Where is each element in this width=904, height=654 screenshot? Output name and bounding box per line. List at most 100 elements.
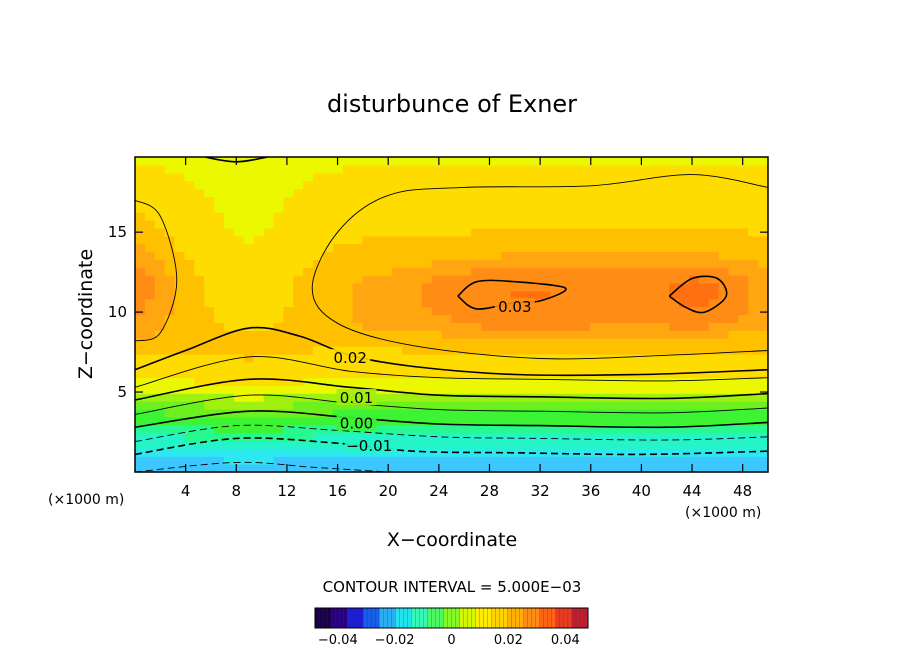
colorbar-stripe bbox=[467, 607, 472, 629]
field-cell bbox=[303, 212, 314, 221]
field-cell bbox=[599, 164, 611, 174]
field-cell bbox=[303, 322, 314, 331]
field-cell bbox=[402, 164, 413, 174]
field-cell bbox=[649, 314, 660, 323]
field-cell bbox=[431, 369, 443, 379]
field-cell bbox=[144, 220, 156, 229]
field-cell bbox=[708, 220, 720, 229]
field-cell bbox=[253, 188, 265, 197]
field-cell bbox=[144, 164, 156, 174]
field-cell bbox=[164, 361, 176, 371]
field-cell bbox=[233, 212, 245, 221]
field-cell bbox=[550, 361, 561, 371]
field-cell bbox=[718, 251, 730, 260]
field-cell bbox=[184, 409, 195, 418]
field-cell bbox=[708, 409, 720, 418]
field-cell bbox=[431, 393, 443, 402]
field-cell bbox=[589, 275, 601, 284]
field-cell bbox=[629, 385, 641, 394]
field-cell bbox=[520, 385, 532, 394]
field-cell bbox=[154, 259, 166, 268]
field-cell bbox=[431, 346, 443, 355]
field-cell bbox=[748, 164, 759, 174]
field-cell bbox=[382, 409, 393, 418]
field-cell bbox=[441, 424, 453, 434]
field-cell bbox=[481, 172, 492, 182]
field-cell bbox=[609, 251, 621, 260]
field-cell bbox=[392, 290, 403, 300]
field-cell bbox=[461, 196, 472, 205]
field-cell bbox=[659, 361, 670, 371]
field-cell bbox=[194, 456, 205, 465]
field-cell bbox=[560, 322, 571, 331]
field-cell bbox=[708, 456, 720, 465]
field-cell bbox=[718, 322, 730, 331]
field-cell bbox=[728, 243, 739, 253]
field-cell bbox=[224, 172, 235, 182]
field-cell bbox=[619, 188, 631, 197]
field-cell bbox=[441, 401, 453, 410]
field-cell bbox=[224, 298, 235, 308]
field-cell bbox=[580, 424, 591, 434]
field-cell bbox=[678, 456, 690, 465]
colorbar-stripe bbox=[579, 607, 585, 629]
field-cell bbox=[678, 204, 690, 213]
field-cell bbox=[392, 456, 403, 465]
colorbar-stripe bbox=[555, 607, 561, 629]
field-cell bbox=[609, 416, 621, 426]
contour-label: −0.01 bbox=[346, 437, 392, 455]
field-cell bbox=[194, 377, 205, 386]
field-cell bbox=[204, 432, 215, 442]
field-cell bbox=[520, 440, 532, 449]
field-cell bbox=[669, 314, 680, 323]
colorbar-stripe bbox=[487, 607, 493, 629]
field-cell bbox=[303, 251, 314, 260]
field-cell bbox=[619, 346, 631, 355]
field-cell bbox=[451, 456, 462, 465]
field-cell bbox=[520, 424, 532, 434]
field-cell bbox=[599, 464, 611, 472]
field-cell bbox=[718, 330, 730, 339]
field-cell bbox=[154, 227, 166, 237]
field-cell bbox=[510, 220, 522, 229]
field-cell bbox=[728, 251, 739, 260]
field-cell bbox=[411, 369, 423, 379]
field-cell bbox=[392, 180, 403, 190]
field-cell bbox=[293, 401, 304, 410]
field-cell bbox=[589, 196, 601, 205]
field-cell bbox=[243, 243, 255, 253]
field-cell bbox=[570, 243, 581, 253]
field-cell bbox=[382, 424, 393, 434]
field-cell bbox=[649, 157, 660, 166]
field-cell bbox=[451, 298, 462, 308]
field-cell bbox=[491, 283, 502, 292]
field-cell bbox=[471, 227, 482, 237]
field-cell bbox=[718, 338, 730, 347]
field-cell bbox=[352, 338, 364, 347]
field-cell bbox=[204, 283, 215, 292]
field-cell bbox=[342, 298, 354, 308]
field-cell bbox=[154, 314, 166, 323]
field-cell bbox=[629, 456, 641, 465]
field-cell bbox=[500, 346, 512, 355]
field-cell bbox=[530, 212, 542, 221]
field-cell bbox=[510, 196, 522, 205]
field-cell bbox=[392, 157, 403, 166]
field-cell bbox=[194, 196, 205, 205]
field-cell bbox=[678, 424, 690, 434]
field-cell bbox=[392, 432, 403, 442]
field-cell bbox=[570, 164, 581, 174]
field-cell bbox=[688, 212, 700, 221]
field-cell bbox=[322, 196, 334, 205]
field-cell bbox=[738, 180, 749, 190]
field-cell bbox=[609, 243, 621, 253]
field-cell bbox=[550, 353, 561, 363]
field-cell bbox=[135, 432, 146, 442]
field-cell bbox=[421, 353, 433, 363]
field-cell bbox=[214, 440, 225, 449]
field-cell bbox=[560, 235, 571, 245]
field-cell bbox=[639, 298, 650, 308]
x-tick-label: 48 bbox=[733, 482, 752, 500]
field-cell bbox=[382, 204, 393, 213]
field-cell bbox=[451, 180, 462, 190]
